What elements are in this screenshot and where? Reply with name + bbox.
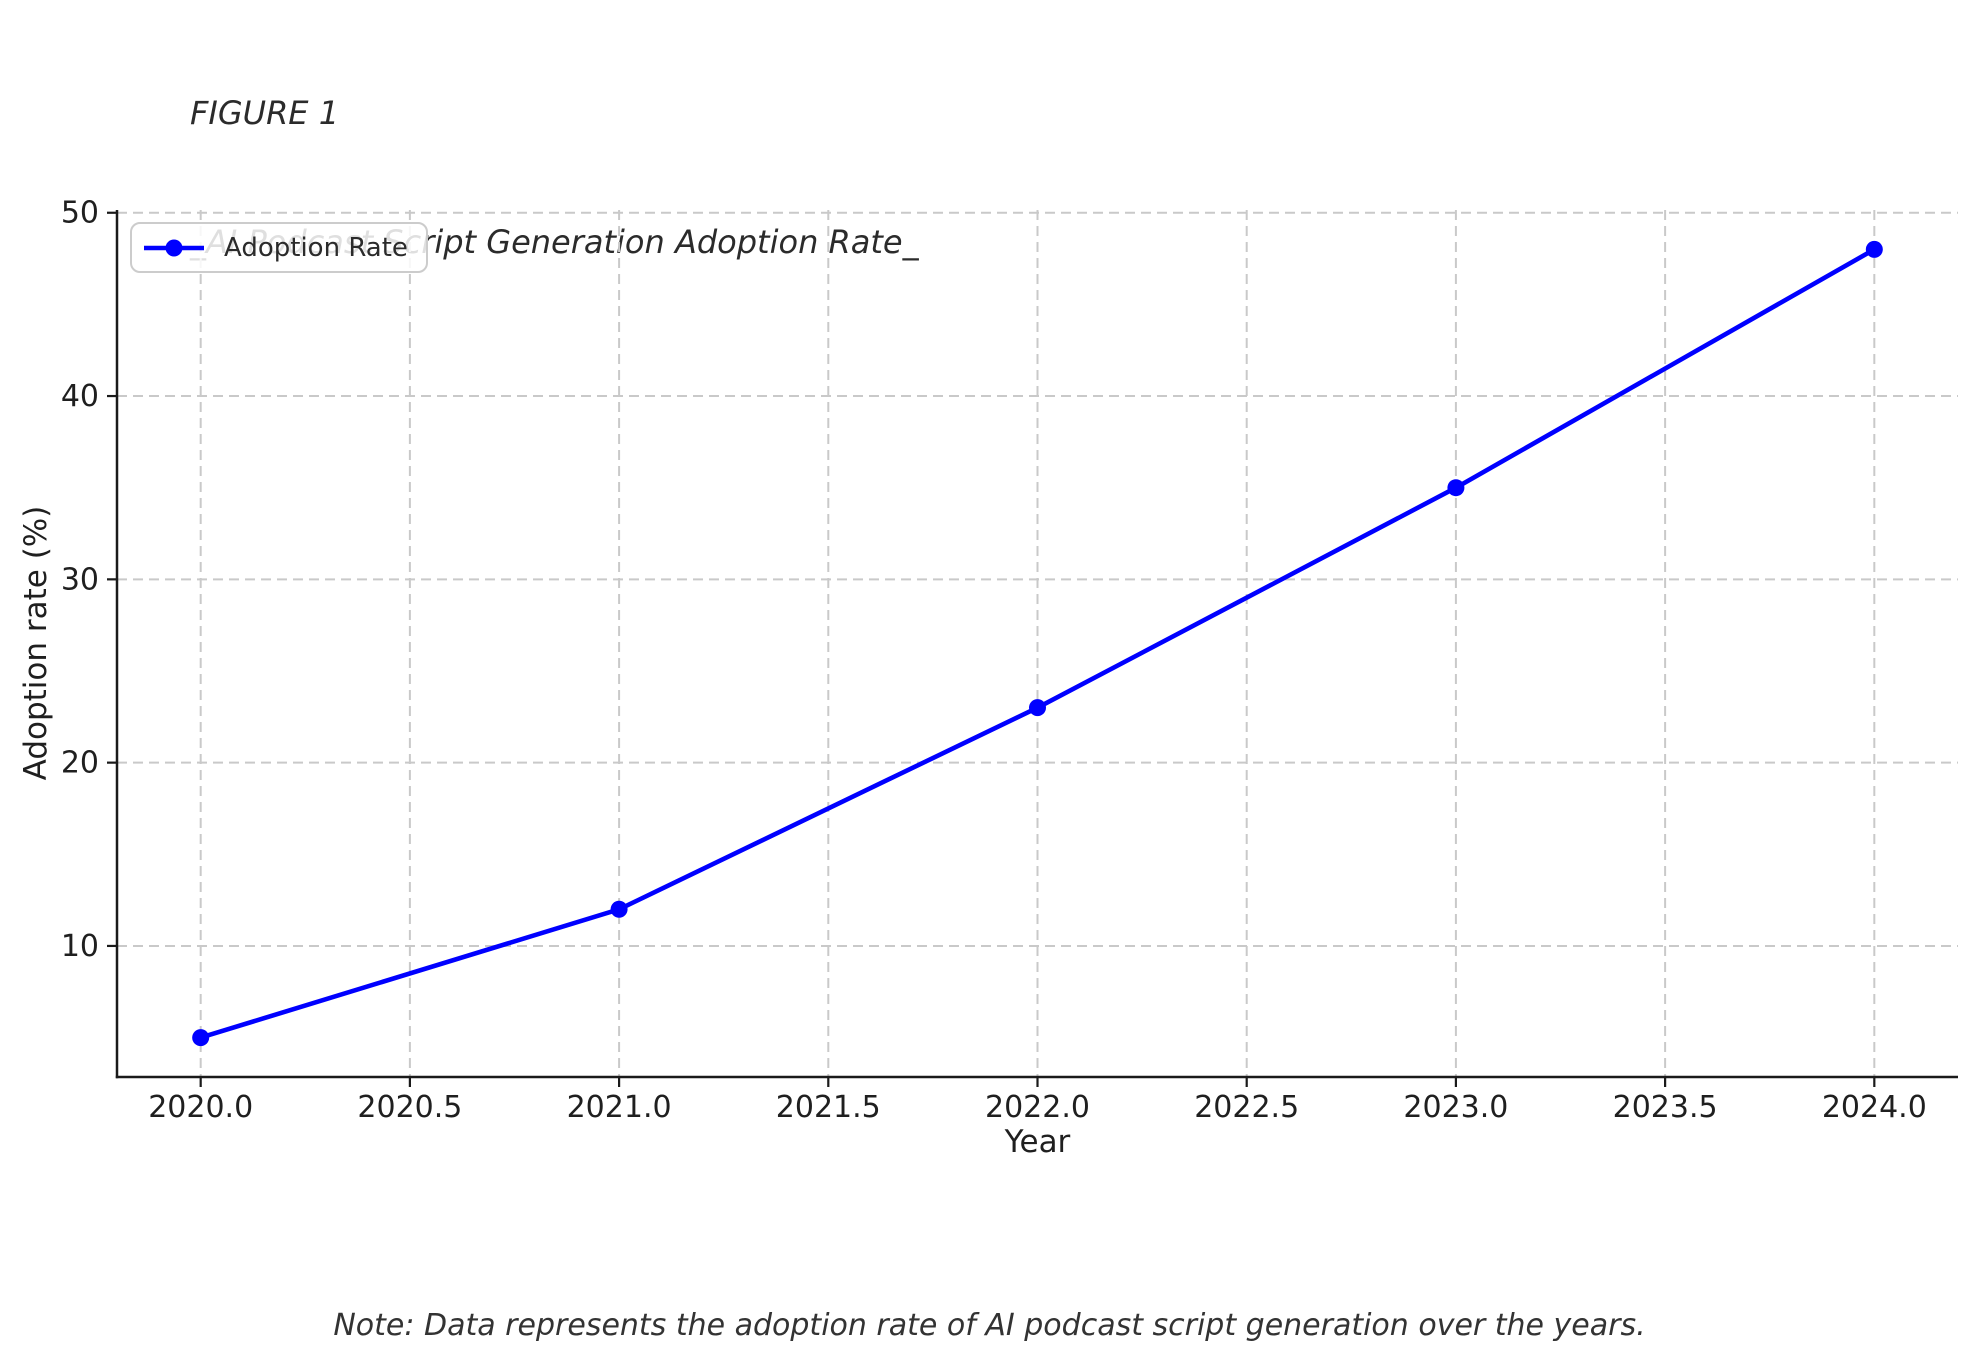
y-tick-label: 40 bbox=[61, 379, 99, 414]
x-tick-label: 2020.5 bbox=[357, 1090, 462, 1125]
legend: Adoption Rate bbox=[130, 222, 428, 273]
data-point-marker bbox=[1029, 699, 1046, 717]
y-tick-label: 50 bbox=[61, 196, 99, 231]
x-tick-label: 2023.0 bbox=[1403, 1090, 1508, 1125]
data-point-marker bbox=[192, 1029, 210, 1047]
x-tick-label: 2021.5 bbox=[776, 1090, 881, 1125]
y-tick-label: 30 bbox=[61, 562, 99, 597]
data-point-marker bbox=[1865, 240, 1883, 258]
x-tick-label: 2024.0 bbox=[1822, 1090, 1927, 1125]
x-axis-label: Year bbox=[1004, 1124, 1071, 1160]
y-tick-label: 10 bbox=[61, 929, 99, 964]
x-tick-label: 2023.5 bbox=[1613, 1090, 1718, 1125]
figure-title: FIGURE 1 bbox=[190, 94, 340, 132]
x-tick-label: 2020.0 bbox=[148, 1090, 253, 1125]
x-tick-label: 2021.0 bbox=[567, 1090, 672, 1125]
figure-note: Note: Data represents the adoption rate … bbox=[333, 1308, 1646, 1343]
data-point-marker bbox=[610, 900, 628, 918]
x-tick-label: 2022.0 bbox=[985, 1090, 1090, 1125]
y-axis-label: Adoption rate (%) bbox=[18, 505, 54, 781]
y-tick-label: 20 bbox=[61, 746, 99, 781]
legend-line-sample bbox=[144, 239, 204, 256]
x-tick-label: 2022.5 bbox=[1194, 1090, 1299, 1125]
legend-label: Adoption Rate bbox=[224, 232, 408, 263]
data-point-marker bbox=[1447, 479, 1465, 497]
